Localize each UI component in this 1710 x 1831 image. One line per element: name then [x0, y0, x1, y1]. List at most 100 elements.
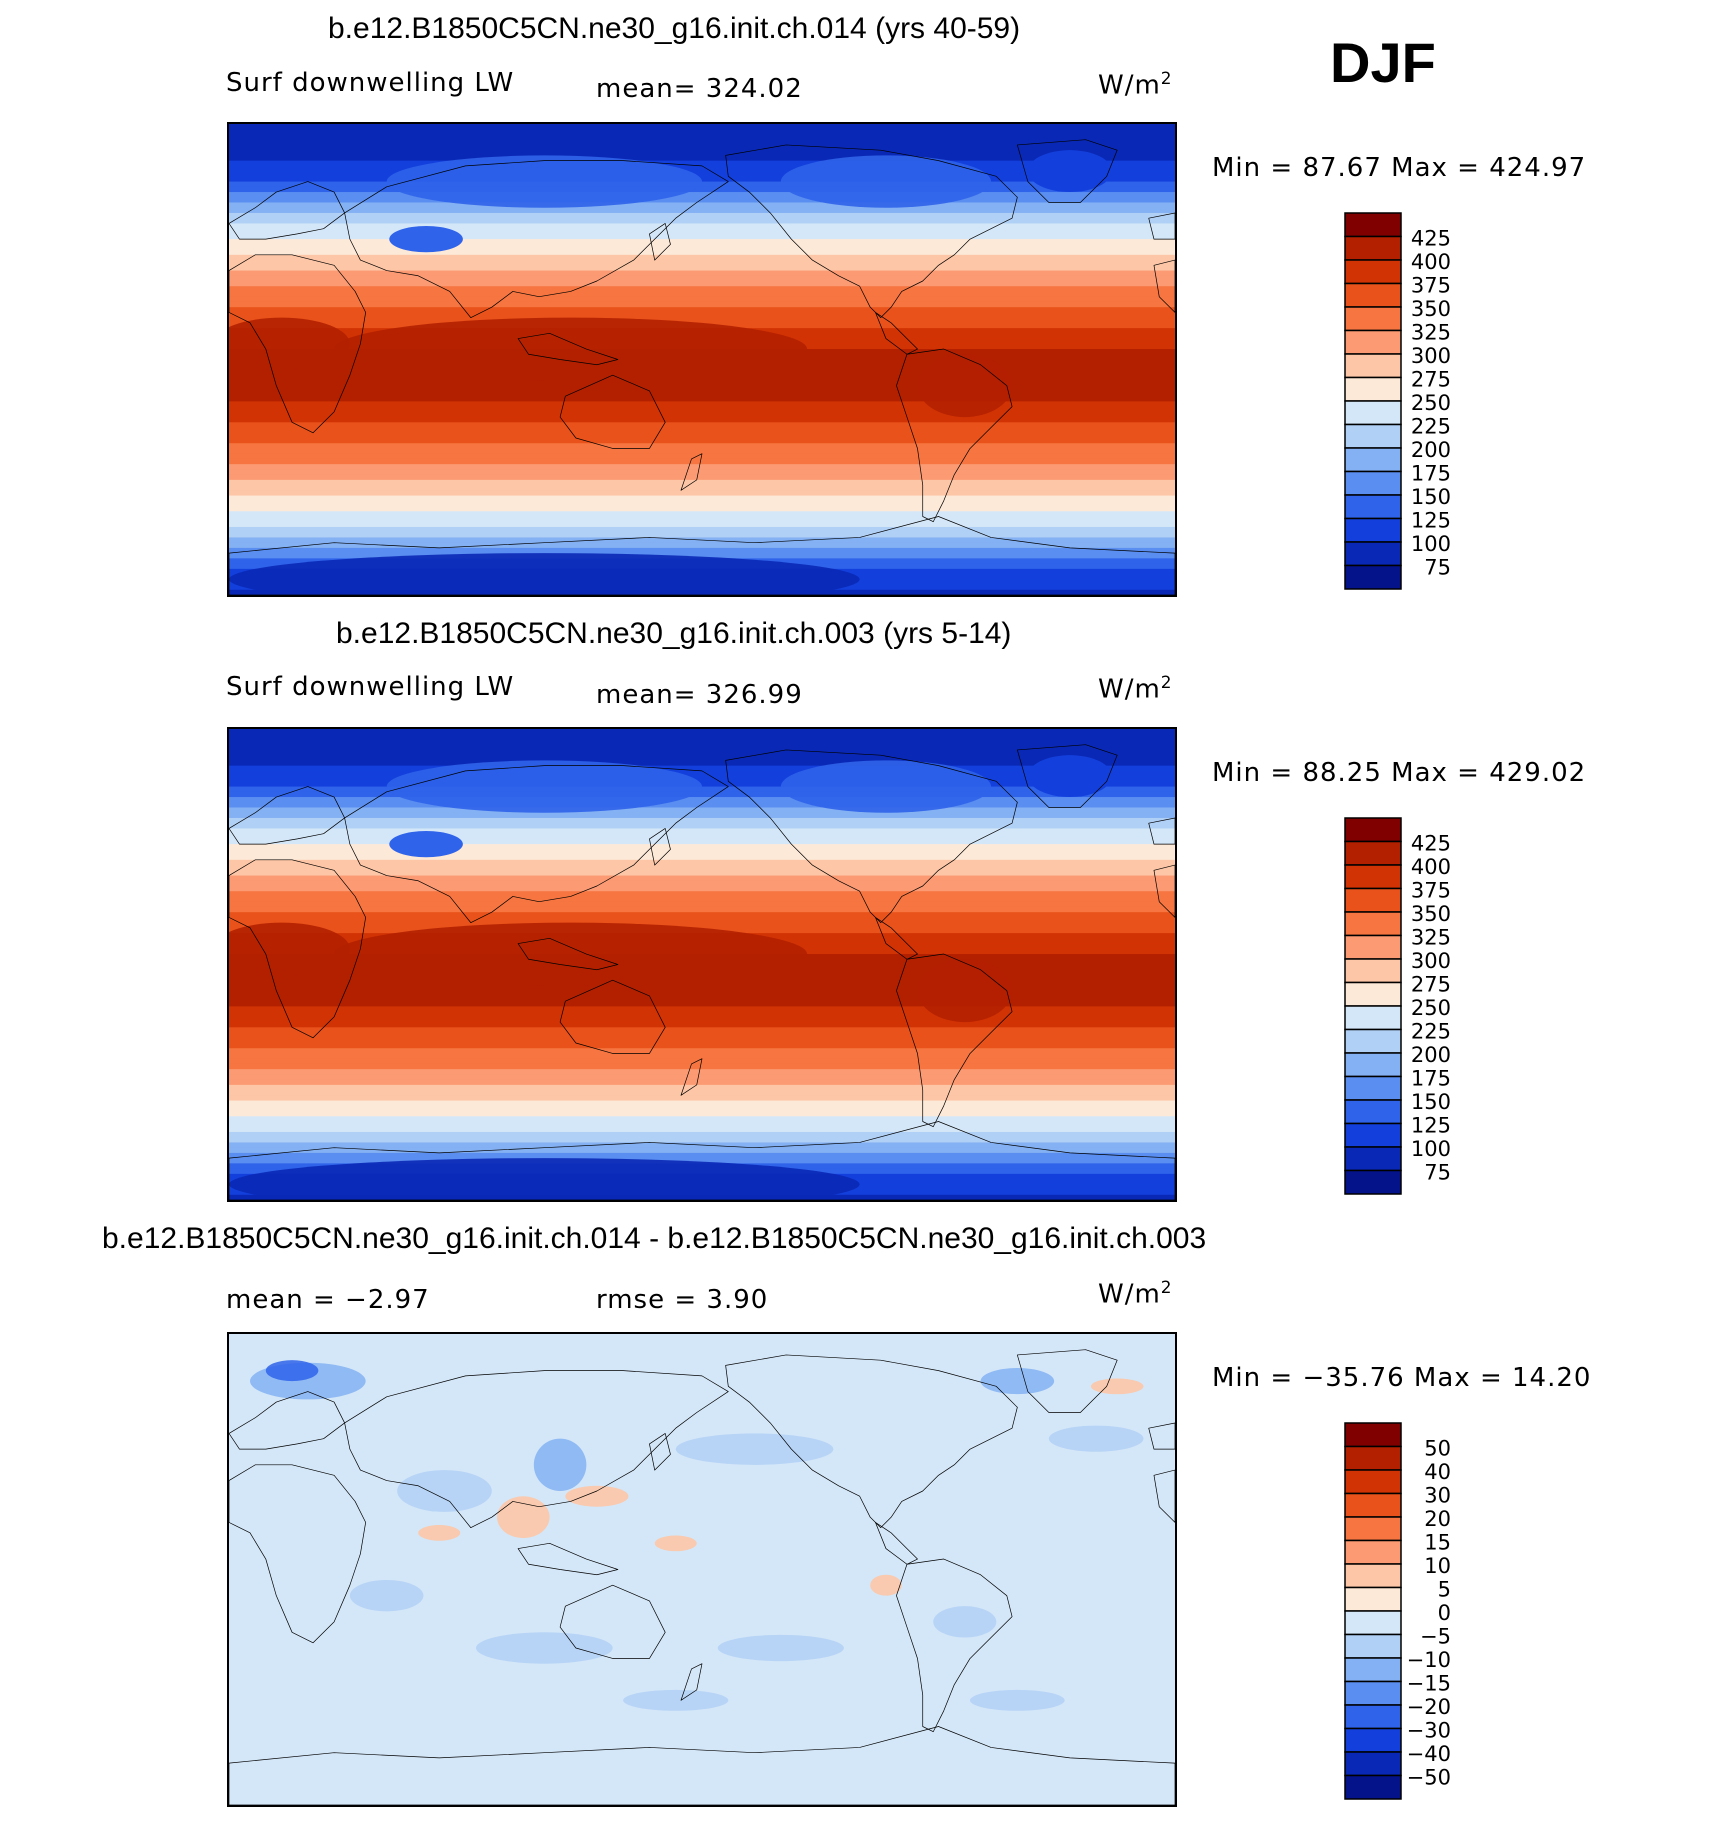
colorbar-tick-label: 100	[1411, 532, 1451, 556]
colorbar-tick-label: 175	[1411, 462, 1451, 486]
colorbar-swatch	[1344, 1586, 1402, 1612]
colorbar-swatch	[1344, 1657, 1402, 1683]
colorbar-tick-label: −50	[1407, 1766, 1451, 1790]
colorbar-swatch	[1344, 353, 1402, 379]
colorbar-swatch	[1344, 1169, 1402, 1195]
colorbar-tick-label: 350	[1411, 902, 1451, 926]
colorbar-swatch	[1344, 887, 1402, 913]
colorbar-tick-label: 375	[1411, 879, 1451, 903]
colorbar-tick-label: 250	[1411, 391, 1451, 415]
colorbar-tick-label: −30	[1407, 1719, 1451, 1743]
colorbar-tick-label: 10	[1424, 1554, 1451, 1578]
colorbar-swatch	[1344, 1028, 1402, 1054]
coastlines	[229, 1350, 1175, 1805]
colorbar-tick-label: −15	[1407, 1672, 1451, 1696]
colorbar-tick-label: 375	[1411, 274, 1451, 298]
colorbar-swatch	[1344, 864, 1402, 890]
colorbar-swatch	[1344, 911, 1402, 937]
colorbar-swatch	[1344, 1146, 1402, 1172]
panel-3-min-max: Min = −35.76 Max = 14.20	[1212, 1363, 1592, 1393]
coastlines	[229, 745, 1175, 1200]
colorbar-swatch	[1344, 1422, 1402, 1448]
colorbar-tick-label: 50	[1424, 1437, 1451, 1461]
colorbar-tick-label: 15	[1424, 1531, 1451, 1555]
colorbar-swatch	[1344, 235, 1402, 261]
colorbar-swatch	[1344, 1005, 1402, 1031]
panel-2-min-max: Min = 88.25 Max = 429.02	[1212, 758, 1587, 788]
colorbar-tick-label: 275	[1411, 368, 1451, 392]
panel-1-map	[227, 122, 1177, 597]
map-field	[229, 124, 1175, 595]
panel-1-colorbar: 425 400 375 350 325 300 275 250 225 200 175 150 125 1…	[1344, 212, 1465, 593]
colorbar-tick-label: 20	[1424, 1507, 1451, 1531]
colorbar-swatch	[1344, 1751, 1402, 1777]
colorbar-tick-label: 425	[1411, 227, 1451, 251]
colorbar-tick-label: 325	[1411, 321, 1451, 345]
colorbar-tick-label: 350	[1411, 297, 1451, 321]
colorbar-tick-label: 30	[1424, 1484, 1451, 1508]
panel-3-colorbar: 50 40 30 20 15 10 5 0 −5 −10 −15 −20 −30 −40 −50	[1344, 1422, 1465, 1803]
colorbar-tick-label: 200	[1411, 438, 1451, 462]
colorbar-tick-label: −10	[1407, 1648, 1451, 1672]
panel-2-colorbar: 425 400 375 350 325 300 275 250 225 200 175 150 125 1…	[1344, 817, 1465, 1198]
panel-2-mean-label: mean= 326.99	[596, 680, 803, 710]
colorbar-swatch	[1344, 1633, 1402, 1659]
colorbar-tick-label: 425	[1411, 832, 1451, 856]
colorbar-swatch	[1344, 1610, 1402, 1636]
colorbar-swatch	[1344, 1469, 1402, 1495]
colorbar-tick-label: 300	[1411, 344, 1451, 368]
colorbar-swatch	[1344, 564, 1402, 590]
colorbar-swatch	[1344, 517, 1402, 543]
coastlines	[229, 140, 1175, 595]
colorbar-swatch	[1344, 282, 1402, 308]
colorbar-tick-label: −20	[1407, 1695, 1451, 1719]
colorbar-tick-label: 100	[1411, 1137, 1451, 1161]
colorbar-swatch	[1344, 1075, 1402, 1101]
panel-1-units: W/m2	[1098, 68, 1173, 101]
colorbar-swatch	[1344, 958, 1402, 984]
panel-1-variable-label: Surf downwelling LW	[226, 68, 515, 98]
colorbar-swatch	[1344, 470, 1402, 496]
colorbar-swatch	[1344, 1052, 1402, 1078]
season-label: DJF	[1330, 31, 1436, 94]
panel-2-title: b.e12.B1850C5CN.ne30_g16.init.ch.003 (yr…	[336, 617, 1012, 650]
colorbar-tick-label: 325	[1411, 926, 1451, 950]
colorbar-tick-label: 300	[1411, 949, 1451, 973]
map-field	[229, 1334, 1175, 1805]
colorbar-tick-label: 125	[1411, 509, 1451, 533]
colorbar-swatch	[1344, 1727, 1402, 1753]
colorbar-tick-label: 150	[1411, 1090, 1451, 1114]
colorbar-swatch	[1344, 1492, 1402, 1518]
colorbar-tick-label: 400	[1411, 250, 1451, 274]
colorbar-swatch	[1344, 1516, 1402, 1542]
map-field	[229, 729, 1175, 1200]
colorbar-tick-label: 125	[1411, 1114, 1451, 1138]
colorbar-swatch	[1344, 494, 1402, 520]
colorbar-swatch	[1344, 306, 1402, 332]
colorbar-swatch	[1344, 934, 1402, 960]
colorbar-tick-label: 225	[1411, 415, 1451, 439]
colorbar-swatch	[1344, 817, 1402, 843]
colorbar-swatch	[1344, 1099, 1402, 1125]
colorbar-tick-label: 0	[1438, 1601, 1451, 1625]
colorbar-tick-label: 175	[1411, 1067, 1451, 1091]
colorbar-swatch	[1344, 1704, 1402, 1730]
colorbar-swatch	[1344, 1680, 1402, 1706]
panel-3-units: W/m2	[1098, 1277, 1173, 1310]
colorbar-tick-label: 200	[1411, 1043, 1451, 1067]
colorbar-tick-label: −40	[1407, 1742, 1451, 1766]
panel-3-title: b.e12.B1850C5CN.ne30_g16.init.ch.014 - b…	[102, 1222, 1207, 1255]
colorbar-swatch	[1344, 1539, 1402, 1565]
colorbar-swatch	[1344, 259, 1402, 285]
colorbar-swatch	[1344, 329, 1402, 355]
colorbar-swatch	[1344, 447, 1402, 473]
colorbar-tick-label: 250	[1411, 996, 1451, 1020]
panel-1-min-max: Min = 87.67 Max = 424.97	[1212, 153, 1587, 183]
colorbar-swatch	[1344, 1445, 1402, 1471]
panel-1-title: b.e12.B1850C5CN.ne30_g16.init.ch.014 (yr…	[328, 12, 1021, 45]
colorbar-swatch	[1344, 423, 1402, 449]
colorbar-tick-label: −5	[1420, 1625, 1451, 1649]
colorbar-tick-label: 40	[1424, 1460, 1451, 1484]
colorbar-tick-label: 75	[1424, 1161, 1451, 1185]
colorbar-tick-label: 150	[1411, 485, 1451, 509]
